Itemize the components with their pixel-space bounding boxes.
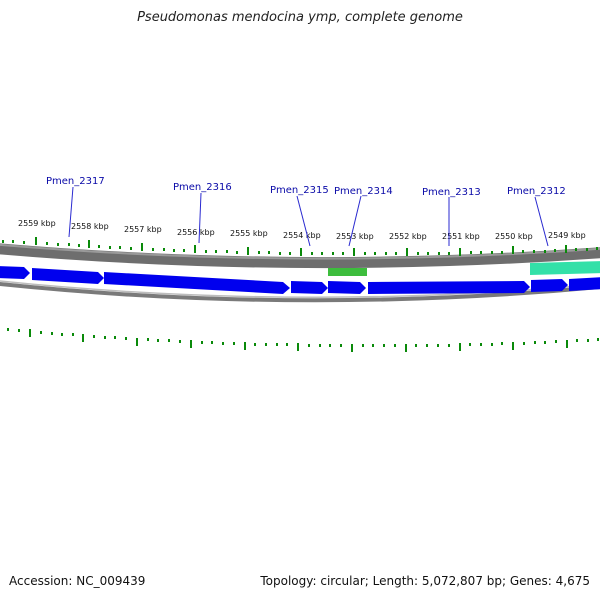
gene-arrows xyxy=(0,266,600,294)
map-title: Pseudomonas mendocina ymp, complete geno… xyxy=(137,10,463,25)
highlight-segment-green xyxy=(328,268,367,276)
gene-arrow[interactable] xyxy=(0,266,30,279)
scale-labels: 2559 kbp 2558 kbp 2557 kbp 2556 kbp 2555… xyxy=(18,219,586,241)
gene-label-pmen-2313[interactable]: Pmen_2313 xyxy=(422,187,481,198)
gene-label-pmen-2312[interactable]: Pmen_2312 xyxy=(507,186,566,197)
scale-label: 2550 kbp xyxy=(495,232,533,241)
lower-ticks xyxy=(7,328,599,352)
gene-leaders xyxy=(68,186,549,247)
scale-label: 2558 kbp xyxy=(71,222,109,231)
scale-label: 2555 kbp xyxy=(230,229,268,238)
gene-arrow[interactable] xyxy=(328,281,366,294)
gene-arrow[interactable] xyxy=(32,268,104,284)
accession-text: Accession: NC_009439 xyxy=(9,574,146,588)
gene-arrow[interactable] xyxy=(368,281,530,294)
gene-arrow[interactable] xyxy=(291,281,328,294)
scale-label: 2559 kbp xyxy=(18,219,56,228)
scale-label: 2557 kbp xyxy=(124,225,162,234)
gene-arrow[interactable] xyxy=(531,279,568,292)
scale-label: 2549 kbp xyxy=(548,231,586,240)
scale-label: 2556 kbp xyxy=(177,228,215,237)
backbone-inner xyxy=(0,282,600,303)
gene-label-pmen-2314[interactable]: Pmen_2314 xyxy=(334,186,393,197)
gene-labels: Pmen_2317 Pmen_2316 Pmen_2315 Pmen_2314 … xyxy=(46,176,566,198)
gene-label-pmen-2315[interactable]: Pmen_2315 xyxy=(270,185,329,196)
gene-arrow[interactable] xyxy=(569,277,600,291)
backbone-outer xyxy=(0,243,600,269)
scale-label: 2554 kbp xyxy=(283,231,321,240)
upper-ticks xyxy=(2,237,598,256)
scale-label: 2553 kbp xyxy=(336,232,374,241)
genome-summary-text: Topology: circular; Length: 5,072,807 bp… xyxy=(260,574,590,588)
scale-label: 2552 kbp xyxy=(389,232,427,241)
gene-label-pmen-2316[interactable]: Pmen_2316 xyxy=(173,182,232,193)
scale-label: 2551 kbp xyxy=(442,232,480,241)
gene-label-pmen-2317[interactable]: Pmen_2317 xyxy=(46,176,105,187)
gene-arrow[interactable] xyxy=(104,272,290,294)
highlight-segment-teal xyxy=(530,261,600,275)
backbone-outer-edge xyxy=(0,243,600,260)
